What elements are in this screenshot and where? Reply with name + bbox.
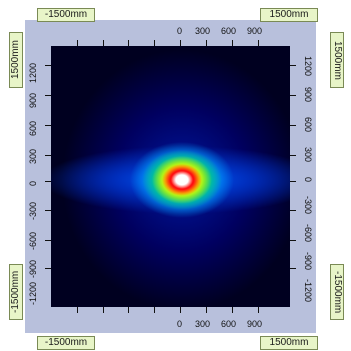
bottom-tick-mark bbox=[77, 307, 78, 313]
beam-intensity-image[interactable] bbox=[51, 46, 290, 307]
top-tick-mark bbox=[103, 40, 104, 46]
left-tick-mark bbox=[45, 181, 51, 182]
y-max-label-left: 1500mm bbox=[9, 32, 23, 88]
left-tick-mark bbox=[45, 268, 51, 269]
top-tick-mark bbox=[128, 40, 129, 46]
top-tick-label: 300 bbox=[195, 26, 211, 36]
left-tick-label: -900 bbox=[28, 259, 38, 278]
top-tick-label: 0 bbox=[177, 26, 183, 36]
left-tick-mark bbox=[45, 210, 51, 211]
right-tick-mark bbox=[290, 210, 296, 211]
right-tick-label: -1200 bbox=[303, 279, 313, 303]
top-tick-mark bbox=[77, 40, 78, 46]
x-min-label-bottom: -1500mm bbox=[37, 336, 95, 350]
bottom-tick-mark bbox=[103, 307, 104, 313]
right-tick-label: -600 bbox=[303, 224, 313, 243]
right-tick-label: -900 bbox=[303, 252, 313, 271]
right-axis-band bbox=[290, 20, 316, 333]
bottom-tick-label: 0 bbox=[177, 319, 183, 329]
bottom-tick-mark bbox=[128, 307, 129, 313]
right-tick-mark bbox=[290, 65, 296, 66]
bottom-axis-band bbox=[25, 307, 316, 333]
top-tick-mark bbox=[206, 40, 207, 46]
bottom-tick-mark bbox=[154, 307, 155, 313]
bottom-tick-label: 900 bbox=[247, 319, 263, 329]
top-tick-mark bbox=[258, 40, 259, 46]
y-min-label-right: -1500mm bbox=[330, 264, 344, 320]
bottom-tick-mark bbox=[206, 307, 207, 313]
left-tick-label: 0 bbox=[28, 180, 38, 186]
left-tick-label: -1200 bbox=[28, 281, 38, 305]
top-axis-band bbox=[25, 20, 316, 46]
left-tick-label: -300 bbox=[28, 201, 38, 220]
bottom-tick-label: 300 bbox=[195, 319, 211, 329]
left-tick-label: -600 bbox=[28, 231, 38, 250]
x-min-label-top: -1500mm bbox=[37, 8, 95, 22]
right-tick-mark bbox=[290, 240, 296, 241]
bottom-tick-label: 600 bbox=[221, 319, 237, 329]
left-tick-label: 1200 bbox=[28, 62, 38, 83]
left-tick-mark bbox=[45, 65, 51, 66]
left-tick-mark bbox=[45, 240, 51, 241]
right-tick-label: 300 bbox=[303, 147, 313, 163]
left-tick-mark bbox=[45, 95, 51, 96]
top-tick-mark bbox=[154, 40, 155, 46]
left-axis-band bbox=[25, 20, 51, 333]
right-tick-mark bbox=[290, 95, 296, 96]
top-tick-mark bbox=[232, 40, 233, 46]
left-tick-label: 900 bbox=[28, 92, 38, 108]
top-tick-label: 600 bbox=[221, 26, 237, 36]
right-tick-label: 600 bbox=[303, 117, 313, 133]
right-tick-label: 1200 bbox=[303, 56, 313, 77]
right-tick-mark bbox=[290, 125, 296, 126]
left-tick-mark bbox=[45, 125, 51, 126]
bottom-tick-mark bbox=[258, 307, 259, 313]
y-max-label-right: 1500mm bbox=[330, 32, 344, 88]
right-tick-mark bbox=[290, 181, 296, 182]
x-max-label-bottom: 1500mm bbox=[260, 336, 318, 350]
y-min-label-left: -1500mm bbox=[9, 264, 23, 320]
right-tick-label: 900 bbox=[303, 87, 313, 103]
left-tick-label: 600 bbox=[28, 120, 38, 136]
x-max-label-top: 1500mm bbox=[260, 8, 318, 22]
top-tick-label: 900 bbox=[247, 26, 263, 36]
right-tick-label: 0 bbox=[303, 177, 313, 183]
right-tick-label: -300 bbox=[303, 196, 313, 215]
bottom-tick-mark bbox=[232, 307, 233, 313]
top-tick-mark bbox=[180, 40, 181, 46]
right-tick-mark bbox=[290, 155, 296, 156]
left-tick-mark bbox=[45, 155, 51, 156]
bottom-tick-mark bbox=[180, 307, 181, 313]
left-tick-label: 300 bbox=[28, 148, 38, 164]
right-tick-mark bbox=[290, 268, 296, 269]
